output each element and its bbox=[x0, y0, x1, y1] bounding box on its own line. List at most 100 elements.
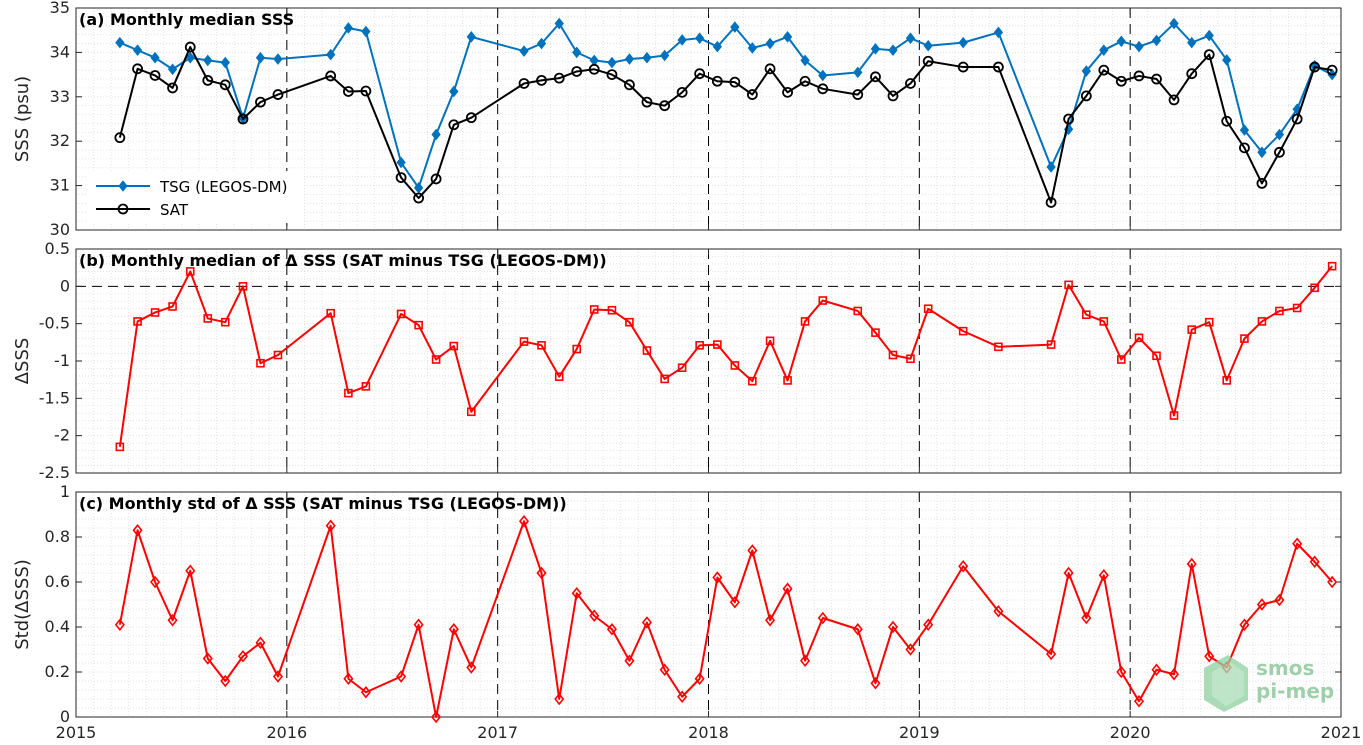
data-point bbox=[1117, 355, 1126, 364]
x-tick-label: 2016 bbox=[266, 723, 307, 742]
data-point bbox=[1186, 68, 1198, 80]
y-tick-label: 0 bbox=[60, 707, 70, 726]
data-point bbox=[746, 89, 758, 100]
x-tick-label: 2015 bbox=[56, 723, 97, 742]
data-point bbox=[958, 559, 969, 573]
data-point bbox=[905, 643, 916, 656]
x-tick-label: 2017 bbox=[477, 723, 518, 742]
data-point bbox=[747, 42, 757, 54]
logo-cube-face-icon bbox=[1212, 662, 1244, 706]
data-point bbox=[905, 78, 916, 89]
data-point bbox=[185, 51, 195, 64]
y-tick-label: 0.8 bbox=[45, 527, 70, 546]
data-point bbox=[1134, 40, 1144, 53]
data-point bbox=[255, 51, 266, 64]
data-point bbox=[1045, 197, 1057, 208]
data-point bbox=[589, 609, 600, 623]
data-point bbox=[1169, 411, 1179, 420]
data-point bbox=[203, 54, 213, 67]
data-point bbox=[1240, 334, 1249, 343]
data-point bbox=[553, 72, 565, 84]
series-delta-median bbox=[115, 261, 1337, 452]
data-point bbox=[536, 74, 547, 86]
data-point bbox=[765, 336, 775, 346]
data-point bbox=[1257, 317, 1267, 326]
data-point bbox=[115, 442, 125, 452]
data-point bbox=[431, 710, 442, 724]
data-point bbox=[132, 523, 143, 537]
data-point bbox=[905, 32, 916, 44]
data-point bbox=[554, 692, 565, 706]
data-point bbox=[957, 61, 969, 73]
data-point bbox=[255, 96, 266, 108]
data-point bbox=[255, 636, 266, 650]
legend-sat-marker bbox=[96, 203, 150, 215]
data-point bbox=[1152, 351, 1161, 361]
data-point bbox=[641, 616, 652, 629]
data-point bbox=[1098, 64, 1110, 76]
data-point bbox=[1326, 64, 1338, 76]
data-point bbox=[325, 70, 337, 82]
data-point bbox=[1292, 303, 1302, 313]
data-point bbox=[361, 382, 371, 391]
data-point bbox=[818, 69, 828, 82]
legend-tsg-symbol bbox=[118, 180, 128, 192]
data-point bbox=[571, 66, 583, 77]
data-point bbox=[132, 44, 143, 56]
data-point bbox=[853, 66, 863, 79]
x-tick-label: 2021 bbox=[1321, 723, 1362, 742]
data-point bbox=[1098, 568, 1109, 582]
panel-title: (a) Monthly median SSS bbox=[79, 10, 294, 29]
data-point bbox=[923, 304, 933, 314]
panel-c-std-delta-sss: 0 0.2 0.4 0.6 0.8 1 2015 2016 2017 2018 2019 2020 20… bbox=[12, 482, 1361, 742]
legend-label-tsg: TSG (LEGOS-DM) bbox=[159, 178, 287, 196]
data-point bbox=[923, 618, 934, 632]
data-point bbox=[1151, 663, 1162, 677]
data-point bbox=[994, 342, 1003, 352]
y-tick-label: 32 bbox=[50, 131, 70, 150]
data-point bbox=[1327, 575, 1338, 589]
data-point bbox=[993, 26, 1004, 39]
data-point bbox=[711, 75, 723, 87]
data-point bbox=[431, 355, 441, 364]
y-tick-label: 0.4 bbox=[45, 617, 70, 636]
series-delta-std bbox=[114, 514, 1338, 724]
y-axis-label: SSS (psu) bbox=[12, 76, 33, 162]
data-point bbox=[220, 317, 230, 327]
data-point bbox=[1080, 90, 1092, 102]
data-point bbox=[1309, 555, 1320, 569]
data-point bbox=[1292, 537, 1303, 551]
data-point bbox=[712, 571, 723, 584]
data-point bbox=[659, 663, 670, 677]
data-point bbox=[870, 71, 881, 83]
data-point bbox=[852, 89, 864, 100]
y-tick-label: 30 bbox=[50, 220, 70, 239]
data-point bbox=[852, 622, 863, 636]
data-point bbox=[748, 376, 757, 386]
data-point bbox=[1187, 36, 1197, 49]
legend-sat-symbol bbox=[117, 203, 129, 215]
data-point bbox=[800, 654, 811, 668]
data-point bbox=[360, 85, 372, 97]
y-tick-label: 33 bbox=[50, 87, 70, 106]
data-point bbox=[519, 337, 529, 346]
data-point bbox=[413, 192, 425, 204]
data-point bbox=[238, 282, 248, 291]
data-point bbox=[1274, 593, 1285, 607]
data-point bbox=[1187, 325, 1197, 334]
data-point bbox=[1063, 566, 1074, 580]
data-point bbox=[923, 39, 933, 52]
data-point bbox=[150, 575, 161, 589]
data-point bbox=[588, 63, 600, 75]
data-point bbox=[114, 618, 125, 632]
data-point bbox=[992, 61, 1004, 73]
data-point bbox=[1168, 94, 1180, 106]
data-point bbox=[1169, 17, 1179, 30]
data-point bbox=[536, 37, 547, 50]
data-point bbox=[342, 86, 354, 97]
data-point bbox=[712, 40, 722, 53]
data-point bbox=[870, 43, 881, 55]
data-point bbox=[800, 54, 810, 67]
data-point bbox=[694, 672, 705, 686]
